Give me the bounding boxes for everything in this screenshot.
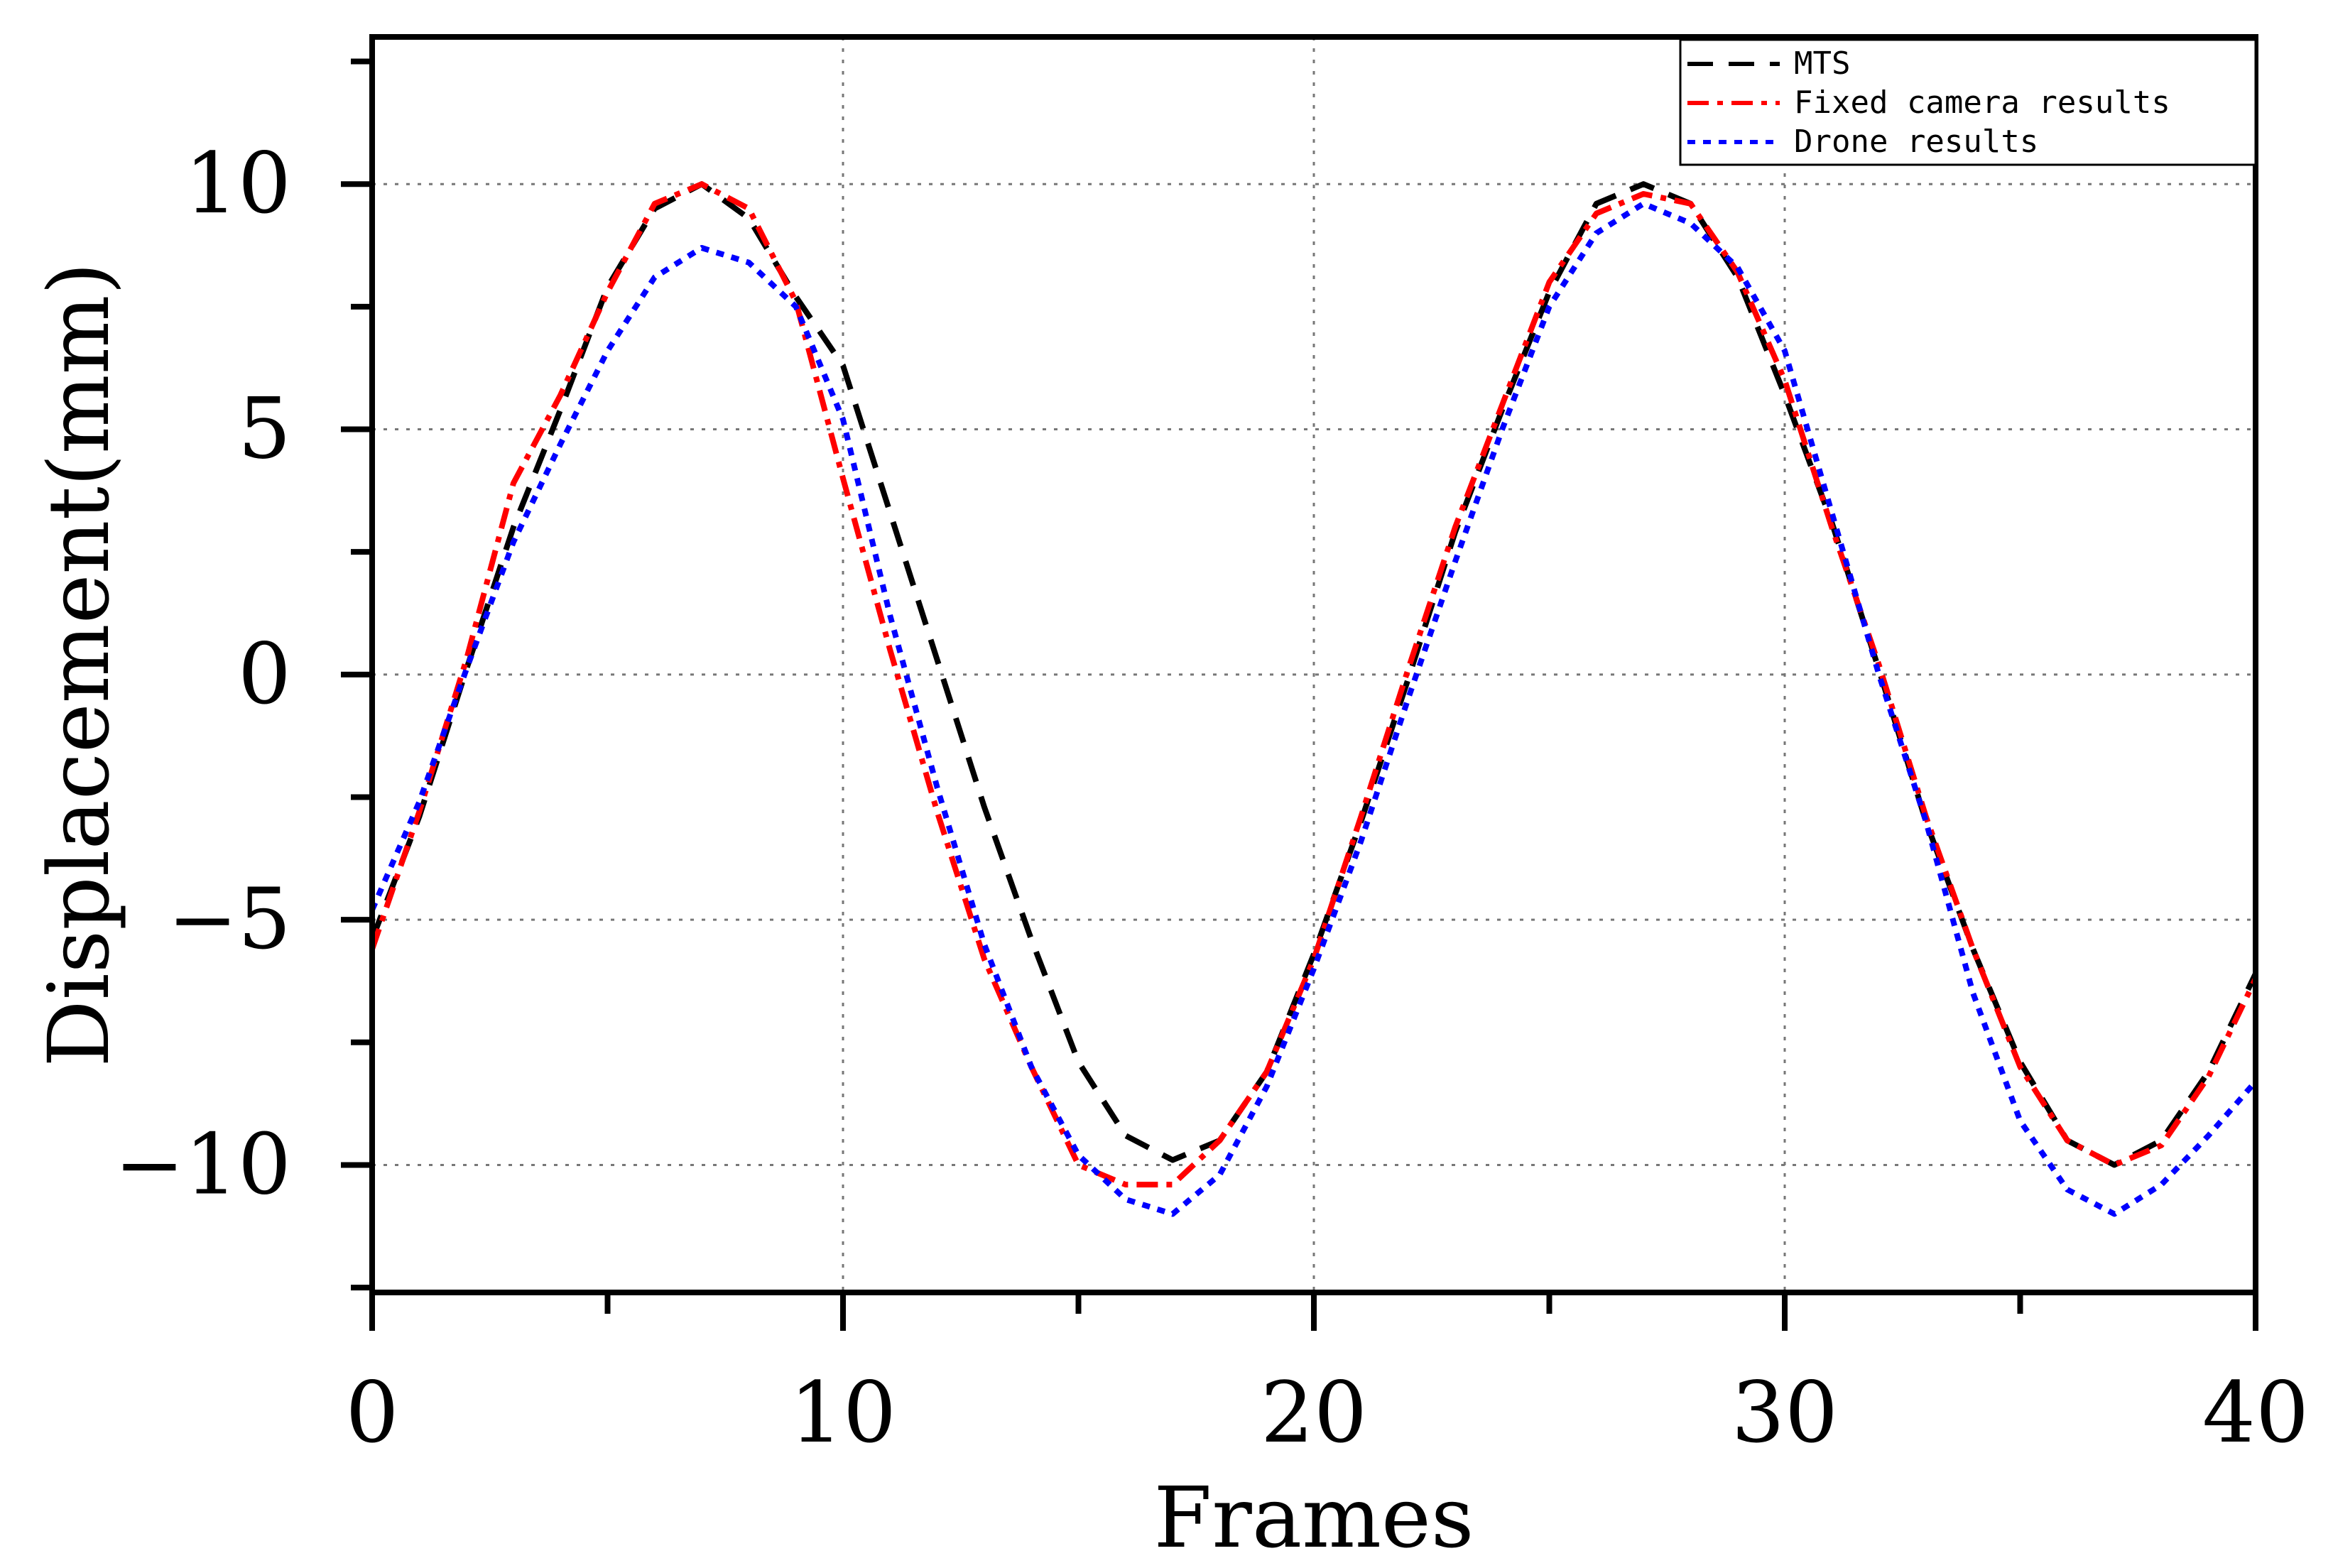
x-tick-label-2: 20 <box>1261 1363 1367 1461</box>
x-tick-label-3: 30 <box>1731 1363 1838 1461</box>
legend-label-1: Fixed camera results <box>1794 85 2170 121</box>
series-line-fixed-camera-results <box>369 181 2258 1188</box>
y-axis-title: Displacement(mm) <box>30 262 128 1067</box>
y-tick-label-3: 5 <box>238 380 291 478</box>
y-tick-label-2: 0 <box>238 625 291 723</box>
y-axis-tick-labels: −10 −5 0 5 10 <box>114 134 291 1213</box>
legend-label-2: Drone results <box>1794 124 2038 160</box>
series-layer <box>369 181 2258 1217</box>
y-axis-ticks <box>341 58 372 1291</box>
x-axis-title: Frames <box>1154 1469 1474 1567</box>
x-axis-ticks <box>369 1292 2258 1331</box>
x-tick-label-1: 10 <box>790 1363 896 1461</box>
y-tick-label-4: 10 <box>185 134 291 232</box>
x-axis-tick-labels: 0 10 20 30 40 <box>345 1363 2309 1461</box>
y-tick-label-0: −10 <box>114 1115 291 1213</box>
series-line-drone-results <box>369 200 2258 1217</box>
legend-label-0: MTS <box>1794 45 1850 82</box>
x-tick-label-0: 0 <box>345 1363 398 1461</box>
grid-lines <box>372 37 2256 1292</box>
x-tick-label-4: 40 <box>2202 1363 2309 1461</box>
y-tick-label-1: −5 <box>168 870 291 968</box>
